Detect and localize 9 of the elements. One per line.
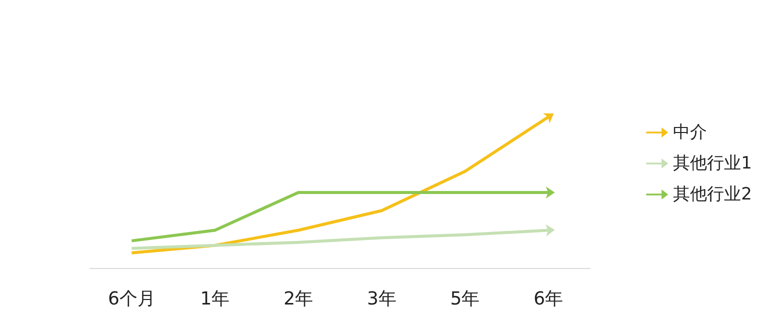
x-tick-label: 3年	[366, 288, 396, 310]
legend-label: 中介	[673, 122, 708, 142]
x-tick-label: 1年	[200, 288, 230, 310]
legend-label: 其他行业2	[673, 184, 752, 204]
x-tick-label: 2年	[284, 288, 314, 310]
x-tick-label: 6个月	[108, 288, 156, 310]
x-tick-label: 5年	[450, 288, 480, 310]
x-tick-label: 6年	[534, 288, 564, 310]
legend-label: 其他行业1	[673, 154, 752, 174]
